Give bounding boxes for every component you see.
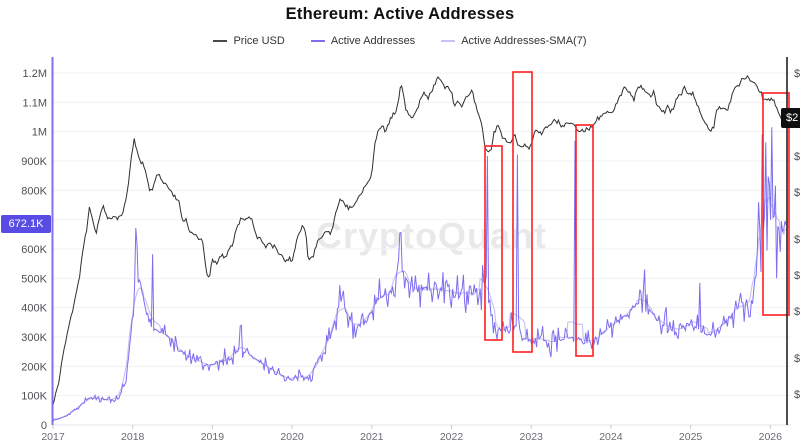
x-axis-label: 2023 [520, 431, 544, 443]
y-axis-label: 1M [32, 127, 47, 139]
legend-label: Active Addresses-SMA(7) [461, 35, 587, 47]
x-axis-label: 2024 [599, 431, 623, 443]
price-line [53, 74, 787, 406]
legend-item-price-usd[interactable]: Price USD [213, 35, 285, 47]
x-axis-label: 2021 [360, 431, 384, 443]
x-axis-label: 2026 [759, 431, 783, 443]
x-axis-label: 2020 [280, 431, 304, 443]
sma-line [53, 196, 787, 420]
y-axis-label: 300K [21, 332, 47, 344]
active-addresses-sma-swatch-icon [441, 40, 456, 42]
y-axis-label: 600K [21, 244, 47, 256]
x-axis-label: 2022 [440, 431, 464, 443]
chart-title: Ethereum: Active Addresses [285, 5, 515, 23]
y-axis-label: 0 [41, 420, 47, 432]
y-axis-label: 1.2M [23, 68, 47, 80]
legend-label: Active Addresses [330, 35, 416, 47]
highlight-box [575, 124, 594, 357]
y-axis-label: 500K [21, 273, 47, 285]
legend-item-active-addresses-sma[interactable]: Active Addresses-SMA(7) [441, 35, 587, 47]
price-usd-swatch-icon [213, 40, 228, 42]
right-axis-label: $ [794, 151, 800, 163]
legend-item-active-addresses[interactable]: Active Addresses [310, 35, 416, 47]
highlight-box [762, 92, 790, 316]
right-axis-label: $ [794, 270, 800, 282]
y-axis-label: 900K [21, 156, 47, 168]
x-axis-label: 2025 [679, 431, 703, 443]
active-addresses-value-badge: 672.1K [1, 215, 51, 233]
right-axis-label: $ [794, 353, 800, 365]
active-addresses-swatch-icon [310, 40, 325, 42]
y-axis-label: 200K [21, 361, 47, 373]
x-axis-label: 2017 [41, 431, 65, 443]
y-axis-label: 400K [21, 303, 47, 315]
y-axis-label: 1.1M [23, 97, 47, 109]
right-axis-label: $ [794, 187, 800, 199]
legend-label: Price USD [233, 35, 285, 47]
y-axis-label: 800K [21, 185, 47, 197]
right-axis-label: $ [794, 389, 800, 401]
legend: Price USD Active Addresses Active Addres… [0, 35, 800, 47]
active-addresses-line [53, 127, 787, 422]
price-value-badge: $2 [781, 108, 800, 128]
y-axis-label: 100K [21, 391, 47, 403]
right-axis-label: $ [794, 306, 800, 318]
highlight-box [484, 145, 503, 341]
x-axis-label: 2019 [201, 431, 225, 443]
right-axis-label: $ [794, 68, 800, 80]
x-axis-label: 2018 [121, 431, 145, 443]
right-axis-label: $ [794, 234, 800, 246]
highlight-box [512, 71, 533, 353]
